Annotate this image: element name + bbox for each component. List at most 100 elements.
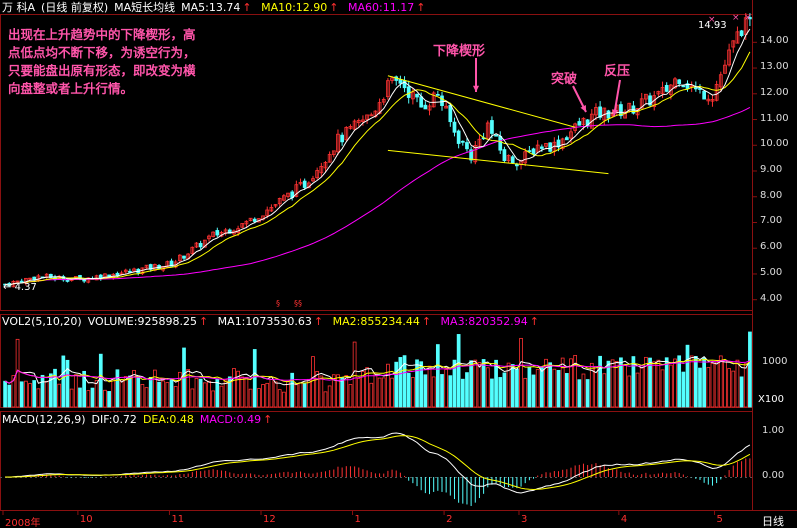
volume-bar: [448, 375, 453, 408]
volume-bar: [727, 368, 731, 408]
volume-bar: [535, 369, 540, 408]
volume-bar: [664, 357, 669, 408]
volume-bar: [523, 377, 528, 408]
volume-bar: [369, 382, 374, 408]
volume-bar: [465, 372, 469, 408]
volume-bar: [589, 362, 594, 408]
volume-bar: [90, 387, 95, 408]
candle-body: [531, 148, 536, 155]
candle-body: [469, 149, 473, 161]
candle-body: [714, 84, 719, 101]
price-tick-label: 9.00: [760, 164, 783, 175]
candle-body: [48, 273, 53, 279]
candle-body: [723, 64, 727, 74]
candle-body: [423, 104, 428, 110]
candle-body: [452, 121, 457, 133]
volume-bar: [698, 367, 702, 408]
vol-ma10-line: [4, 358, 751, 385]
volume-bar: [136, 375, 141, 408]
date-label: 4: [620, 514, 628, 525]
candle-body: [427, 105, 432, 111]
candle-body: [227, 229, 232, 234]
volume-bar: [481, 359, 486, 408]
candle-body: [240, 223, 245, 228]
candle-body: [390, 77, 394, 81]
candle-body: [369, 114, 374, 117]
indicator-tick-label: 1.00: [762, 425, 785, 436]
candle-body: [490, 120, 494, 134]
candle-body: [444, 105, 449, 109]
candle-body: [702, 90, 707, 100]
candle-body: [169, 260, 174, 267]
volume-bar: [515, 368, 519, 408]
volume-bar: [61, 355, 66, 408]
candle-body: [302, 180, 307, 188]
ma-indicator-title: MA短长均线: [114, 1, 176, 14]
volume-bar: [282, 391, 286, 408]
volume-bar: [377, 377, 382, 408]
daily-tab[interactable]: 日线: [762, 515, 784, 528]
event-marker: §: [298, 299, 302, 308]
candle-body: [419, 96, 424, 108]
volume-bar: [639, 367, 644, 408]
volume-bar: [107, 391, 111, 408]
candle-body: [473, 145, 478, 163]
volume-bar: [460, 378, 465, 408]
candle-body: [248, 217, 253, 221]
candle-body: [190, 246, 195, 254]
volume-bar: [286, 380, 290, 408]
candle-body: [386, 80, 390, 98]
breakout-label: 突破: [551, 72, 578, 87]
price-tick-label: 12.00: [760, 86, 789, 98]
volume-bar: [240, 376, 245, 408]
candle-body: [406, 86, 411, 98]
dea-value: DEA:0.48: [142, 413, 194, 426]
candle-body: [327, 154, 332, 163]
candle-body: [286, 192, 290, 197]
volume-bar: [735, 359, 740, 408]
volume-bar: [273, 381, 278, 408]
price-tick-label: 8.00: [760, 189, 783, 201]
candle-body: [94, 275, 99, 281]
volume-bar: [94, 379, 99, 408]
volume-bar: [731, 370, 736, 408]
indicator-tick-label: 0.00: [762, 470, 785, 481]
volume-bar: [3, 380, 7, 408]
volume-bar: [86, 390, 91, 408]
volume-bar: [144, 387, 149, 408]
dif-line: [5, 432, 751, 494]
volume-bar: [423, 374, 428, 408]
volume-bar: [298, 382, 303, 408]
volume-bar: [502, 372, 507, 408]
candle-body: [365, 114, 369, 120]
volume-bar: [444, 369, 449, 408]
note-line: 点低点均不断下移，为诱空行为，: [8, 45, 196, 60]
volume-bar: [140, 384, 145, 408]
volume-bar: [519, 337, 523, 408]
candle-body: [660, 87, 665, 94]
volume-bar: [631, 356, 636, 408]
candle-body: [277, 198, 282, 205]
date-label: 5: [716, 514, 723, 525]
candle-body: [207, 235, 211, 240]
volume-bar: [128, 375, 132, 408]
volume-bar: [153, 369, 157, 408]
candle-body: [585, 119, 590, 127]
volume-bar: [473, 359, 478, 408]
top-marker: ×: [744, 13, 752, 23]
candle-body: [681, 85, 686, 88]
candle-body: [589, 113, 594, 129]
volume-bar: [394, 361, 399, 408]
vol-ma3-value: MA3:820352.94: [440, 315, 528, 328]
price-tick-label: 14.00: [760, 35, 789, 47]
pullback-arrow-head: [612, 109, 619, 116]
volume-bar: [340, 377, 344, 408]
volume-bar: [398, 357, 403, 408]
macd-indicator-title: MACD(12,26,9): [2, 413, 86, 426]
volume-bar: [161, 380, 166, 408]
volume-bar: [623, 365, 627, 408]
candle-body: [523, 151, 528, 164]
volume-bar: [610, 359, 615, 408]
candle-body: [656, 91, 661, 95]
